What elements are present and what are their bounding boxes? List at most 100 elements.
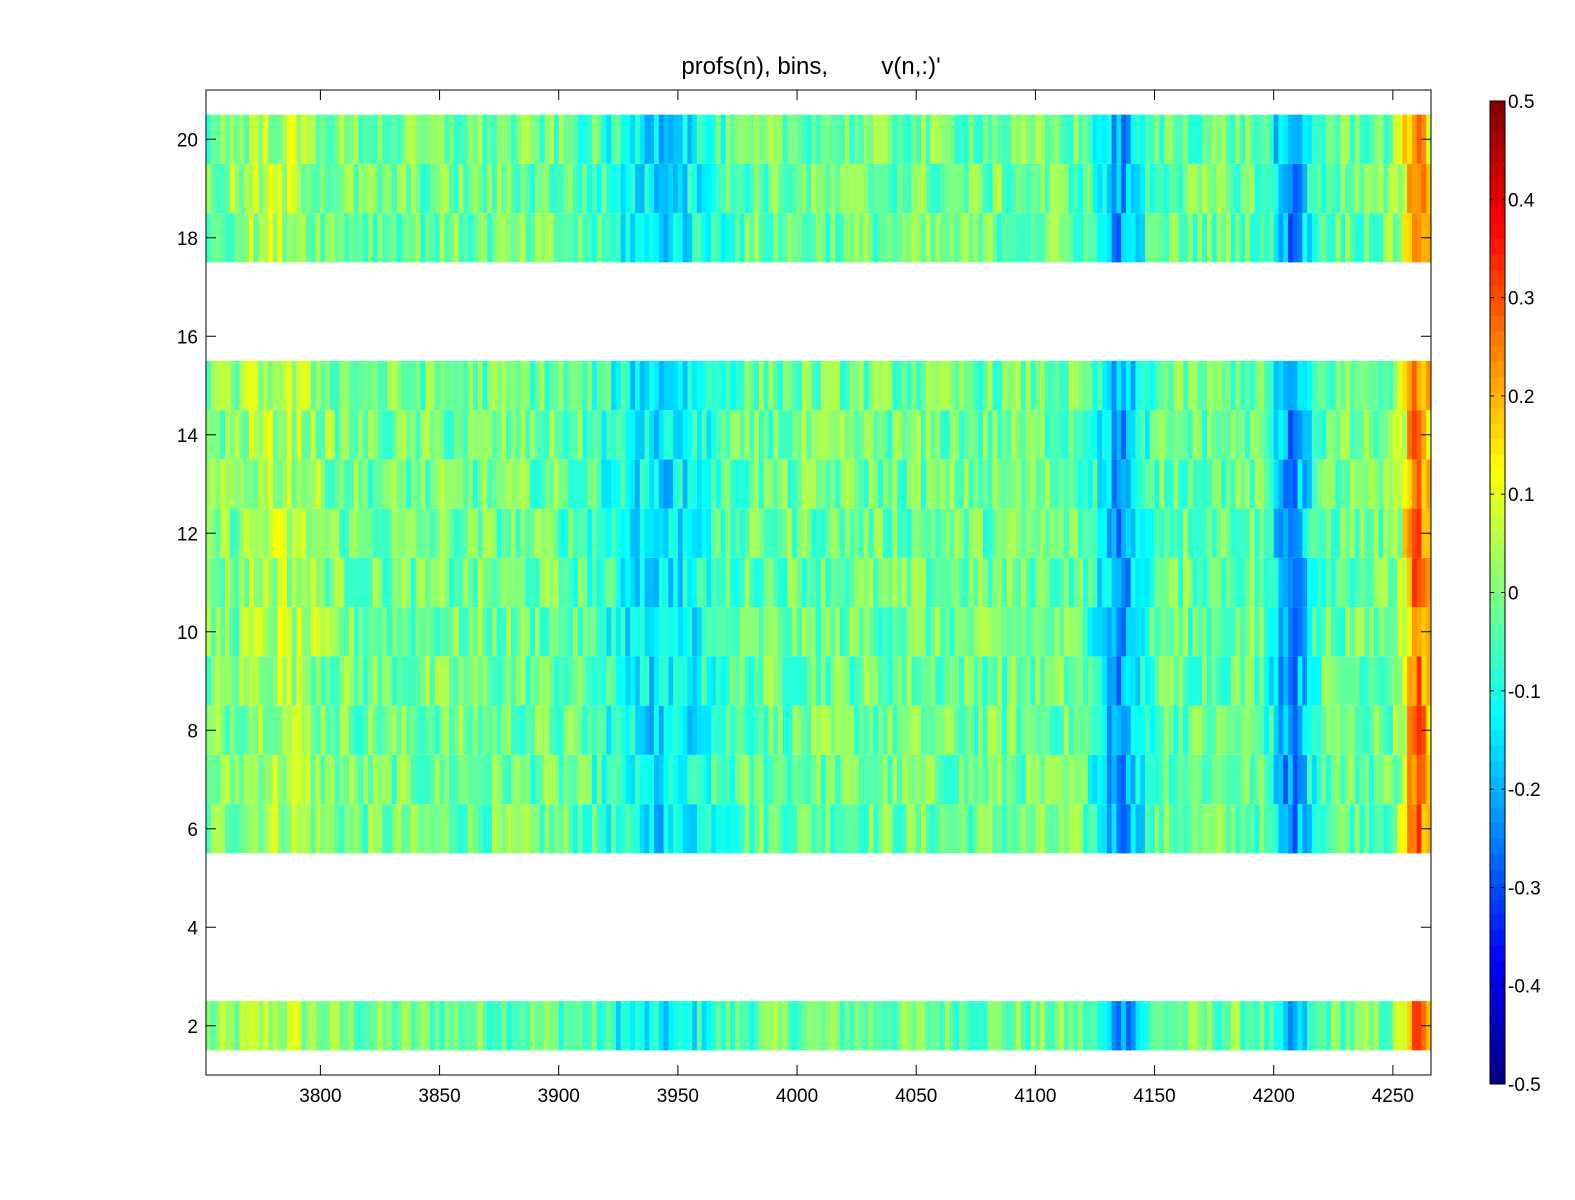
heatmap-row [206,656,1431,706]
heatmap-cell [701,804,707,854]
heatmap-cell [1025,459,1032,509]
heatmap-cell [1259,213,1265,263]
heatmap-cell [382,213,388,263]
heatmap-cell [649,508,655,558]
heatmap-cell [506,360,512,411]
heatmap-cell [706,410,712,460]
heatmap-cell [215,656,221,706]
heatmap-cell [430,213,436,263]
heatmap-cell [696,754,703,805]
heatmap-cell [739,410,746,460]
heatmap-cell [1259,459,1265,509]
heatmap-cell [349,656,355,706]
heatmap-cell [620,508,626,558]
heatmap-cell [573,213,579,263]
y-tick-label: 12 [177,524,198,545]
heatmap-cell [763,410,769,460]
heatmap-cell [215,508,221,558]
heatmap-cell [825,1001,831,1051]
heatmap-cell [1078,804,1084,854]
heatmap-cell [787,557,793,608]
heatmap-cell [1116,410,1122,460]
heatmap-cell [220,213,226,263]
heatmap-cell [1297,410,1303,460]
colorbar-segment [1490,131,1505,148]
heatmap-cell [901,607,908,657]
heatmap-cell [1145,804,1151,854]
heatmap-cell [1383,410,1389,460]
heatmap-cell [372,410,378,460]
heatmap-cell [835,754,841,805]
heatmap-cell [530,163,536,214]
heatmap-cell [1378,360,1384,411]
heatmap-cell [620,360,626,411]
heatmap-cell [225,213,231,263]
heatmap-cell [987,607,993,657]
heatmap-cell [687,557,693,608]
colorbar-tick-label: 0.2 [1508,387,1534,408]
heatmap-cell [377,213,383,263]
heatmap-cell [1402,1001,1408,1051]
heatmap-cell [1359,410,1365,460]
heatmap-cell [1283,754,1289,805]
heatmap-cell [663,459,669,509]
heatmap-cell [415,754,421,805]
heatmap-cell [553,804,560,854]
heatmap-cell [1388,607,1394,657]
heatmap-cell [377,163,383,214]
heatmap-cell [1226,754,1232,805]
heatmap-cell [1125,213,1132,263]
heatmap-cell [1321,754,1327,805]
heatmap-cell [1369,607,1375,657]
heatmap-cell [472,163,479,214]
heatmap-cell [1130,607,1136,657]
heatmap-cell [301,754,307,805]
heatmap-cell [1411,508,1418,558]
heatmap-cell [368,508,374,558]
heatmap-cell [234,656,240,706]
heatmap-cell [1178,557,1184,608]
heatmap-cell [396,1001,402,1051]
heatmap-cell [887,754,893,805]
heatmap-cell [530,508,536,558]
heatmap-cell [553,213,560,263]
heatmap-cell [225,410,231,460]
heatmap-cell [225,1001,231,1051]
heatmap-cell [944,1001,950,1051]
heatmap-cell [863,459,869,509]
heatmap-cell [277,607,283,657]
heatmap-cell [897,114,903,164]
heatmap-cell [496,410,502,460]
heatmap-cell [1230,754,1236,805]
heatmap-cell [520,508,526,558]
colorbar-segment [1490,884,1505,901]
heatmap-cell [844,754,850,805]
heatmap-cell [644,410,650,460]
heatmap-cell [1416,557,1422,608]
heatmap-cell [1068,804,1074,854]
heatmap-cell [711,114,717,164]
heatmap-cell [329,705,336,755]
heatmap-cell [1130,656,1136,706]
heatmap-cell [1168,114,1175,164]
heatmap-cell [1340,557,1346,608]
heatmap-cell [1135,1001,1141,1051]
heatmap-cell [477,213,483,263]
heatmap-cell [1011,114,1017,164]
heatmap-cell [887,804,893,854]
heatmap-cell [1249,1001,1256,1051]
x-tick-label: 3800 [299,1086,341,1107]
heatmap-cell [339,656,345,706]
heatmap-cell [1059,557,1065,608]
heatmap-cell [711,607,717,657]
heatmap-cell [863,656,869,706]
heatmap-cell [277,360,283,411]
heatmap-cell [1259,705,1265,755]
heatmap-cell [1125,360,1132,411]
heatmap-cell [558,114,564,164]
heatmap-cell [1125,557,1132,608]
heatmap-cell [577,804,583,854]
heatmap-cell [263,705,269,755]
heatmap-cell [654,459,660,509]
heatmap-cell [368,1001,374,1051]
